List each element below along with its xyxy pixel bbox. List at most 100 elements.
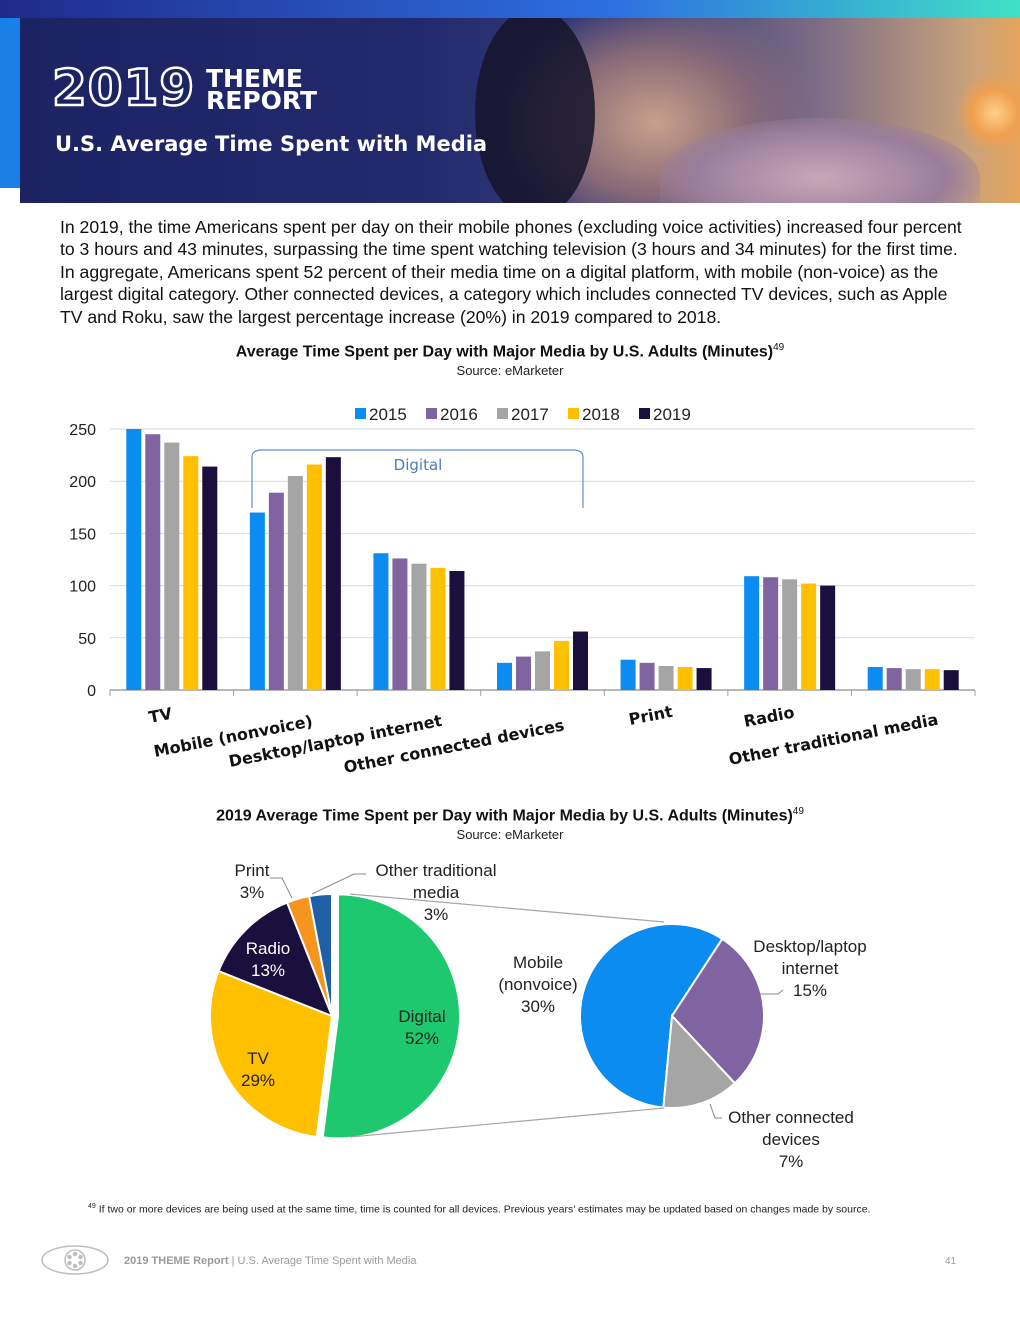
pie-chart-source: Source: eMarketer: [456, 827, 564, 842]
bar-chart: 0 50 100 150 200 250 2015 2016 2017 2018 2019 Digit…: [69, 405, 976, 778]
legend-label-2017: 2017: [511, 405, 549, 424]
banner-photo-hair: [475, 18, 595, 203]
intro-paragraph: In 2019, the time Americans spent per da…: [60, 217, 962, 327]
leader-line: [709, 1103, 722, 1119]
y-tick-label: 0: [87, 683, 96, 700]
header-banner: [20, 18, 1020, 203]
bar-2015: [497, 662, 512, 690]
bar-2019: [943, 670, 959, 690]
bar-2017: [287, 475, 303, 690]
digital-bracket: [251, 449, 584, 508]
slice-label-mobile-line: 30%: [521, 997, 555, 1016]
slice-label-other-connected-line: Other connected: [728, 1108, 854, 1127]
bar-2019: [449, 570, 465, 690]
breakdown-slice: [579, 923, 724, 1109]
slice-label-tv-line: 29%: [241, 1071, 275, 1090]
logo-year: 2019: [51, 59, 196, 117]
page-title: U.S. Average Time Spent with Media: [55, 132, 488, 156]
pie-slice: [307, 892, 333, 1017]
leader-line: [760, 989, 784, 995]
digital-annotation: Digital: [394, 456, 443, 474]
y-tick-label: 150: [69, 526, 96, 543]
legend-label-2016: 2016: [440, 405, 478, 424]
bar-2017: [164, 442, 180, 690]
slice-label-other-traditional-line: 3%: [424, 905, 449, 924]
bar-2018: [183, 456, 199, 690]
bar-2019: [202, 466, 218, 690]
leader-line: [270, 877, 293, 899]
legend-swatch-2015: [355, 408, 366, 419]
bar-2015: [126, 429, 142, 690]
slice-label-mobile-line: Mobile: [513, 953, 563, 972]
bar-2018: [554, 640, 569, 690]
slice-label-other-traditional: Other traditional media 3%: [376, 861, 497, 924]
slice-label-digital-line: 52%: [405, 1029, 439, 1048]
slice-label-print-line: 3%: [240, 883, 265, 902]
bar-chart-title: Average Time Spent per Day with Major Me…: [235, 342, 785, 361]
leader-line: [311, 873, 366, 895]
bar-2017: [905, 669, 921, 690]
bar-2015: [373, 553, 389, 690]
pie-chart: Digital 52% TV 29% Radio 13% Print 3% Other trad…: [209, 861, 867, 1171]
slice-label-radio-line: 13%: [251, 961, 285, 980]
slice-label-desktop-line: internet: [782, 959, 839, 978]
pie-slice: [321, 893, 461, 1140]
bar-chart-source: Source: eMarketer: [456, 363, 564, 378]
category-label: Radio: [742, 703, 796, 731]
y-tick-label: 200: [69, 474, 96, 491]
legend-swatch-2017: [497, 408, 508, 419]
bar-2018: [430, 567, 446, 690]
bar-2016: [639, 662, 655, 690]
slice-label-tv-line: TV: [247, 1049, 269, 1068]
y-tick-label: 250: [69, 422, 96, 439]
y-tick-label: 100: [69, 579, 96, 596]
slice-label-other-traditional-line: Other traditional: [376, 861, 497, 880]
bar-2016: [392, 558, 408, 690]
bar-2016: [145, 434, 161, 690]
bar-2016: [516, 656, 531, 690]
slice-label-digital-line: Digital: [398, 1007, 445, 1026]
category-label: Print: [627, 702, 674, 729]
bar-2016: [268, 492, 284, 690]
connector-line: [349, 1107, 665, 1138]
slice-label-other-connected-line: 7%: [779, 1152, 804, 1171]
bar-2016: [886, 668, 902, 690]
logo-word-report: REPORT: [206, 86, 318, 115]
slice-label-desktop-line: 15%: [793, 981, 827, 1000]
bar-2019: [820, 585, 836, 690]
footer-film-reel-icon: [41, 1245, 109, 1275]
footnote: 49 If two or more devices are being used…: [88, 1203, 871, 1216]
bar-2018: [924, 669, 940, 690]
y-tick-label: 50: [78, 631, 96, 648]
slice-label-desktop-line: Desktop/laptop: [753, 937, 866, 956]
breakdown-slice: [662, 1013, 737, 1109]
category-label: TV: [147, 704, 174, 727]
slice-label-mobile-line: (nonvoice): [498, 975, 577, 994]
bar-2015: [867, 667, 883, 690]
bar-2017: [411, 563, 427, 690]
slice-label-other-connected-line: devices: [762, 1130, 820, 1149]
slice-label-digital: Digital 52%: [398, 1007, 445, 1048]
top-gradient-bar: [0, 0, 1020, 18]
bar-2015: [620, 659, 636, 690]
slice-label-print: Print 3%: [235, 861, 270, 902]
slice-label-tv: TV 29%: [241, 1049, 275, 1090]
bar-2018: [306, 464, 322, 690]
pie-slice: [217, 901, 334, 1018]
footer-text: 2019 THEME Report | U.S. Average Time Sp…: [124, 1255, 417, 1267]
logo-word-theme: THEME: [206, 64, 304, 93]
breakdown-slice: [670, 937, 765, 1085]
legend-label-2015: 2015: [369, 405, 407, 424]
bar-2019: [573, 631, 588, 690]
bar-2018: [801, 583, 817, 690]
slice-label-desktop: Desktop/laptop internet 15%: [753, 937, 866, 1000]
slice-label-radio: Radio 13%: [246, 939, 290, 980]
bar-2017: [535, 651, 550, 690]
legend-swatch-2016: [426, 408, 437, 419]
bar-2018: [677, 667, 693, 690]
page-number: 41: [945, 1256, 957, 1267]
legend-swatch-2019: [639, 408, 650, 419]
bar-2019: [696, 668, 712, 690]
bar-2019: [325, 457, 341, 690]
banner-photo-lamp: [955, 73, 1020, 153]
